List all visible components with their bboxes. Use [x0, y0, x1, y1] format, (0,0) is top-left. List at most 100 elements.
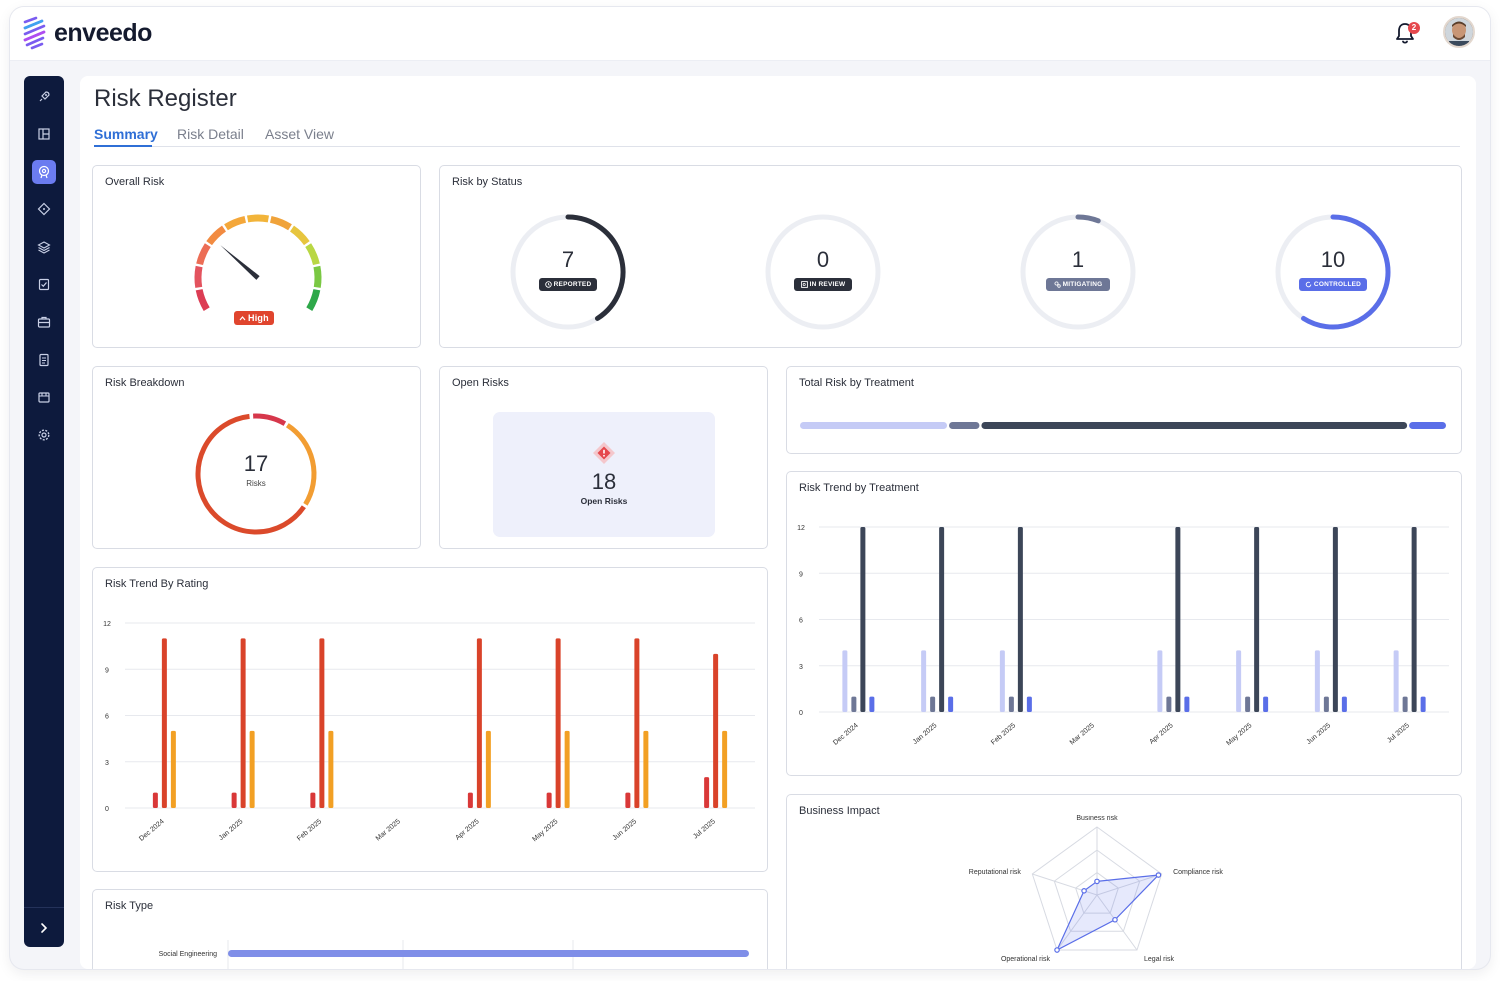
status-count: 0: [816, 247, 830, 272]
bar: [231, 792, 237, 808]
chevron-up-icon: [239, 315, 246, 320]
radar-axis-label: Business risk: [1076, 815, 1118, 822]
card-title: Risk by Status: [452, 176, 523, 188]
bar: [564, 730, 570, 808]
bar: [643, 730, 649, 808]
bar: [1175, 527, 1181, 712]
bar: [1157, 650, 1163, 712]
sidebar-expand-button[interactable]: [24, 907, 64, 947]
bar: [1017, 527, 1023, 712]
bar: [1184, 696, 1190, 712]
risk-trend-by-treatment-card: Risk Trend by Treatment 0 3 6 9 12 Dec 2024 Ja…: [786, 471, 1462, 776]
bar: [1341, 696, 1347, 712]
overall-risk-card: Overall Risk High: [92, 165, 421, 348]
status-label: CONTROLLED: [1313, 281, 1362, 288]
radar-grid: [1053, 849, 1141, 932]
x-tick-label: Jun 2025: [1306, 722, 1333, 746]
gauge-segment: [305, 243, 320, 266]
bar: [634, 638, 640, 808]
sidebar-item-risk-register[interactable]: [32, 160, 56, 184]
sidebar-item-dashboard[interactable]: [32, 122, 56, 146]
main-content: Risk Register Summary Risk Detail Asset …: [80, 76, 1476, 969]
open-risks-tile[interactable]: 18 Open Risks: [493, 412, 715, 537]
sidebar-item-launch[interactable]: [32, 85, 56, 109]
risk-breakdown-card: Risk Breakdown 17 Risks: [92, 366, 421, 549]
ring-track: [765, 214, 881, 330]
bar: [1026, 696, 1032, 712]
open-risks-count: 18: [591, 469, 617, 494]
risk-trend-by-rating-card: Risk Trend By Rating 0 3 6 9 12 Dec 2024 Jan 2…: [92, 567, 768, 872]
open-risks-label: Open Risks: [580, 496, 628, 506]
bar: [1420, 696, 1426, 712]
sidebar-item-controls[interactable]: [32, 197, 56, 221]
total-risk-by-treatment-card: Total Risk by Treatment: [786, 366, 1462, 454]
ring-progress: [1075, 214, 1101, 224]
bar: [485, 730, 491, 808]
treatment-segment: [1409, 422, 1446, 429]
y-tick-label: 6: [105, 714, 109, 721]
sidebar-item-marketplace[interactable]: [32, 385, 56, 409]
clock-icon: [544, 281, 552, 288]
bar: [555, 638, 561, 808]
x-tick-label: May 2025: [1225, 722, 1253, 747]
tab-summary[interactable]: Summary: [94, 126, 158, 142]
gauge-segment: [246, 214, 270, 223]
bar: [722, 730, 728, 808]
bar: [1254, 527, 1260, 712]
bar: [948, 696, 954, 712]
y-tick-label: 9: [105, 667, 109, 674]
business-impact-card: Business Impact Business risk Compliance …: [786, 794, 1462, 969]
user-avatar[interactable]: [1443, 16, 1475, 48]
radar-axis-label: Compliance risk: [1173, 869, 1223, 876]
radar-axis: [1056, 894, 1098, 951]
brand-logo[interactable]: enveedo: [22, 16, 152, 50]
tab-asset-view[interactable]: Asset View: [265, 126, 334, 142]
rocket-icon: [39, 91, 50, 102]
status-ring: [510, 214, 626, 330]
y-tick-label: 3: [799, 664, 803, 671]
risk-type-card: Risk Type Social Engineering: [92, 889, 768, 969]
bar: [240, 638, 246, 808]
bar: [939, 527, 945, 712]
x-tick-label: Jun 2025: [612, 818, 639, 842]
radar-area: [1055, 874, 1161, 952]
gauge-segment: [224, 215, 247, 231]
app-window: enveedo 2: [10, 7, 1490, 969]
risk-register-icon: [38, 165, 50, 179]
active-tab-indicator: [94, 145, 152, 147]
tab-risk-detail[interactable]: Risk Detail: [177, 126, 244, 142]
bar: [860, 527, 866, 712]
sidebar-item-tasks[interactable]: [32, 272, 56, 296]
status-badge: CONTROLLED: [1299, 278, 1367, 291]
sidebar-item-vendors[interactable]: [32, 310, 56, 334]
sidebar-item-settings[interactable]: [32, 423, 56, 447]
risk-type-chart: Social Engineering: [159, 940, 749, 969]
sidebar-item-assets[interactable]: [32, 235, 56, 259]
treatment-stacked-bar: [800, 422, 1446, 429]
treatment-segment: [800, 422, 948, 429]
bar: [319, 638, 325, 808]
tab-bar: Summary Risk Detail Asset View: [94, 126, 1460, 147]
gauge-segment: [269, 215, 292, 231]
status-badge: REPORTED: [539, 278, 597, 291]
rating-trend-chart: 0 3 6 9 12 Dec 2024 Jan 2025 Feb 2025 Mar 2025 Ap…: [103, 621, 755, 843]
settings-icon: [38, 429, 50, 441]
sidebar-item-policies[interactable]: [32, 348, 56, 372]
total-risks-unit: Risks: [246, 479, 266, 488]
x-tick-label: Dec 2024: [138, 818, 166, 843]
bar: [842, 650, 848, 712]
enveedo-logo-icon: [23, 16, 46, 50]
status-label: IN REVIEW: [809, 281, 846, 288]
y-tick-label: 3: [105, 760, 109, 767]
risk-gauge: [194, 214, 322, 311]
notification-count-badge: 2: [1408, 22, 1420, 34]
x-tick-label: Dec 2024: [832, 722, 860, 747]
bar: [1411, 527, 1417, 712]
radar-axis: [1096, 873, 1162, 896]
x-tick-label: Apr 2025: [1148, 722, 1174, 746]
status-ring: [1275, 214, 1391, 330]
gauge-segment: [194, 265, 203, 288]
card-title: Risk Trend By Rating: [105, 578, 209, 590]
bar: [476, 638, 482, 808]
notifications-button[interactable]: 2: [1394, 21, 1420, 47]
